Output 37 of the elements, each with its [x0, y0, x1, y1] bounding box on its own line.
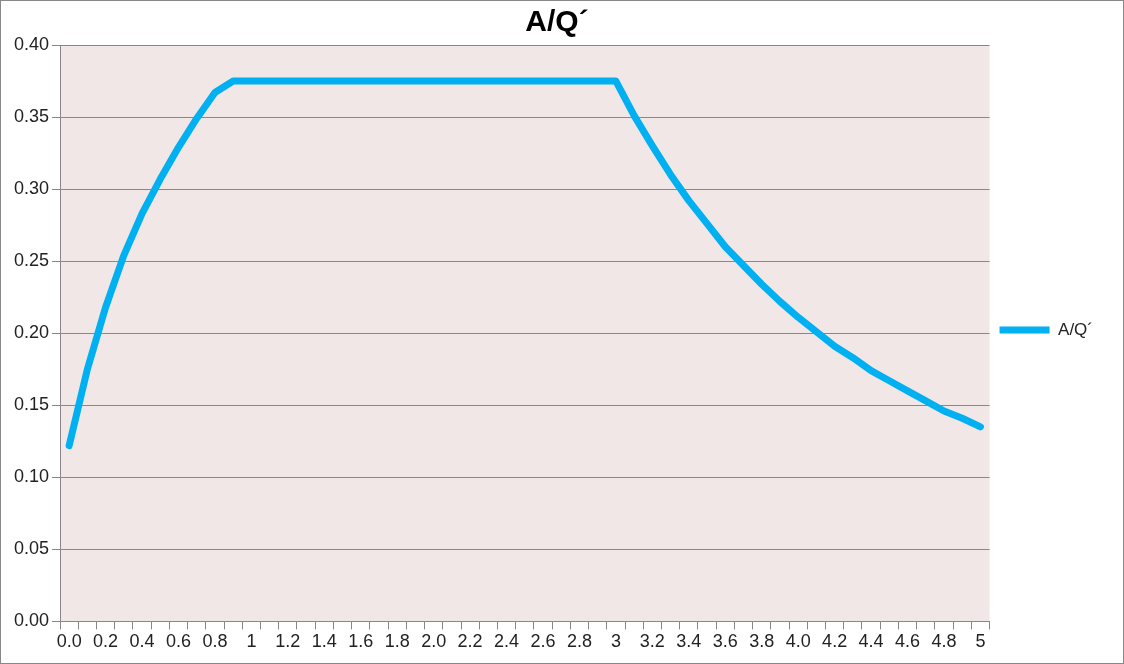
x-tick-label: 0.0	[56, 631, 82, 652]
y-tick-label: 0.05	[13, 538, 50, 559]
x-tick-label: 0.2	[93, 631, 119, 652]
x-tick-label: 2.6	[530, 631, 556, 652]
x-tick-label: 2.0	[421, 631, 447, 652]
x-tick-label: 3	[610, 631, 621, 652]
y-tick-label: 0.40	[13, 33, 50, 54]
x-tick-label: 0.6	[165, 631, 192, 652]
y-tick-label: 0.10	[13, 466, 50, 487]
x-tick-label: 1.2	[275, 631, 301, 652]
x-tick-label: 1.6	[348, 631, 374, 652]
x-tick-label: 2.2	[457, 631, 483, 652]
y-tick-label: 0.25	[13, 250, 50, 271]
x-tick-label: 1.4	[311, 631, 337, 652]
y-tick-label: 0.15	[13, 394, 50, 415]
x-tick-label: 2.4	[494, 631, 520, 652]
x-tick-label: 0.4	[129, 631, 155, 652]
x-tick-label: 4.8	[931, 631, 957, 652]
x-tick-label: 3.2	[639, 631, 665, 652]
y-tick-label: 0.20	[13, 322, 50, 343]
y-tick-label: 0.35	[13, 106, 50, 127]
x-tick-label: 3.6	[712, 631, 738, 652]
x-tick-label: 1.8	[384, 631, 410, 652]
x-tick-label: 4.6	[895, 631, 921, 652]
legend-label: A/Q´	[1058, 319, 1094, 339]
y-tick-label: 0.30	[13, 178, 50, 199]
x-tick-label: 1	[246, 631, 257, 652]
x-tick-label: 5	[975, 631, 986, 652]
x-tick-label: 0.8	[202, 631, 228, 652]
x-tick-label: 2.8	[566, 631, 592, 652]
x-tick-label: 3.8	[749, 631, 775, 652]
x-tick-label: 4.0	[785, 631, 811, 652]
x-tick-label: 3.4	[676, 631, 702, 652]
x-tick-label: 4.4	[858, 631, 884, 652]
chart-title: A/Q´	[525, 4, 589, 38]
x-tick-label: 4.2	[822, 631, 848, 652]
y-tick-label: 0.00	[13, 610, 50, 631]
